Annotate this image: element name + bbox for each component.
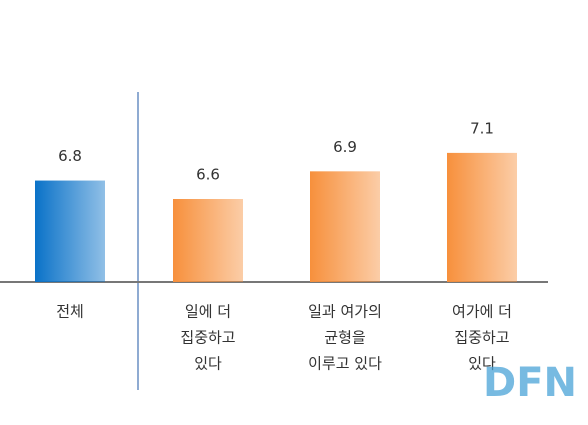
x-tick-label: 여가에 더 <box>452 303 512 321</box>
bar <box>35 180 105 282</box>
value-label: 6.9 <box>333 138 357 156</box>
x-tick-label: 있다 <box>468 355 496 373</box>
bar <box>310 171 380 282</box>
bar <box>173 199 243 282</box>
x-tick-label: 일에 더 <box>185 303 231 321</box>
x-tick-label: 있다 <box>194 355 222 373</box>
x-tick-label: 균형을 <box>324 329 365 347</box>
bar <box>447 152 517 282</box>
value-label: 6.6 <box>196 166 220 184</box>
value-label: 6.8 <box>58 147 82 165</box>
x-tick-label: 일과 여가의 <box>308 303 382 321</box>
watermark: DFN <box>483 360 577 406</box>
x-tick-label: 전체 <box>56 303 84 321</box>
x-tick-label: 집중하고 <box>454 329 509 347</box>
value-label: 7.1 <box>470 119 494 137</box>
x-tick-label: 집중하고 <box>180 329 235 347</box>
x-tick-label: 이루고 있다 <box>308 355 382 373</box>
